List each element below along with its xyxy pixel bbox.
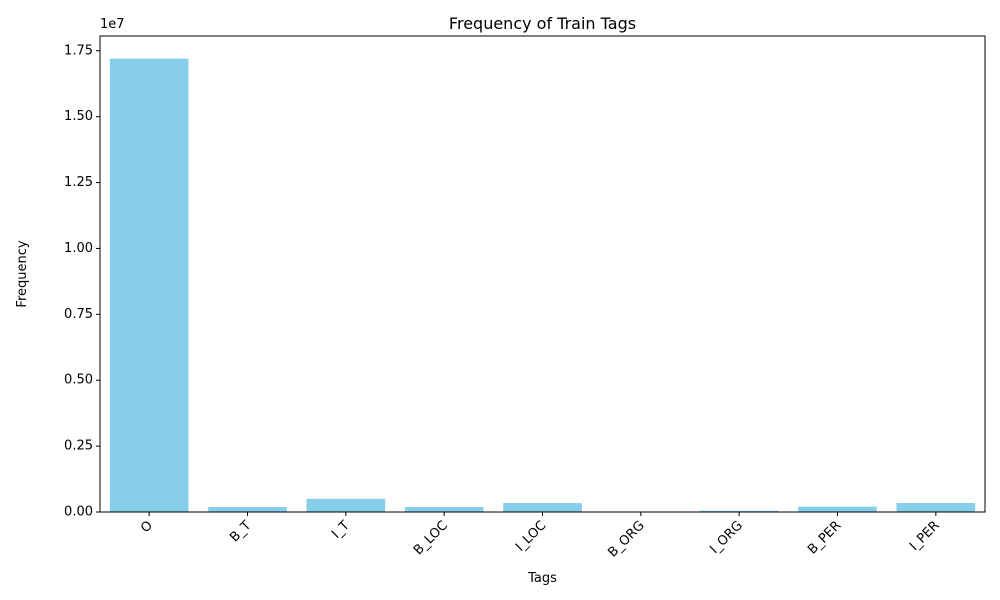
y-tick-label: 1.25 <box>64 175 93 190</box>
bar-i-per <box>896 503 976 512</box>
bar-o <box>109 58 189 513</box>
bar-b-per <box>798 506 877 512</box>
bar-b-loc <box>404 506 484 512</box>
x-axis-label: Tags <box>527 571 557 586</box>
plot-frame <box>99 35 986 513</box>
y-tick-label: 0.75 <box>64 307 93 322</box>
bars-layer <box>109 58 976 513</box>
y-tick-label: 0.25 <box>64 439 93 454</box>
chart-title: Frequency of Train Tags <box>449 14 636 33</box>
y-tick-label: 1.00 <box>64 241 93 256</box>
y-tick-label: 0.50 <box>64 373 93 388</box>
bar-i-loc <box>503 503 582 512</box>
y-axis-label: Frequency <box>15 240 30 307</box>
y-axis-ticks: 0.00 0.25 0.50 0.75 1.00 1.25 1.50 1.75 <box>64 43 100 520</box>
y-tick-label: 0.00 <box>64 505 93 520</box>
bar-b-t <box>208 506 287 512</box>
bar-i-org <box>699 510 779 512</box>
y-axis-offset-label: 1e7 <box>100 17 125 32</box>
y-tick-label: 1.75 <box>64 43 93 58</box>
y-tick-label: 1.50 <box>64 109 93 124</box>
bar-i-t <box>306 498 386 512</box>
